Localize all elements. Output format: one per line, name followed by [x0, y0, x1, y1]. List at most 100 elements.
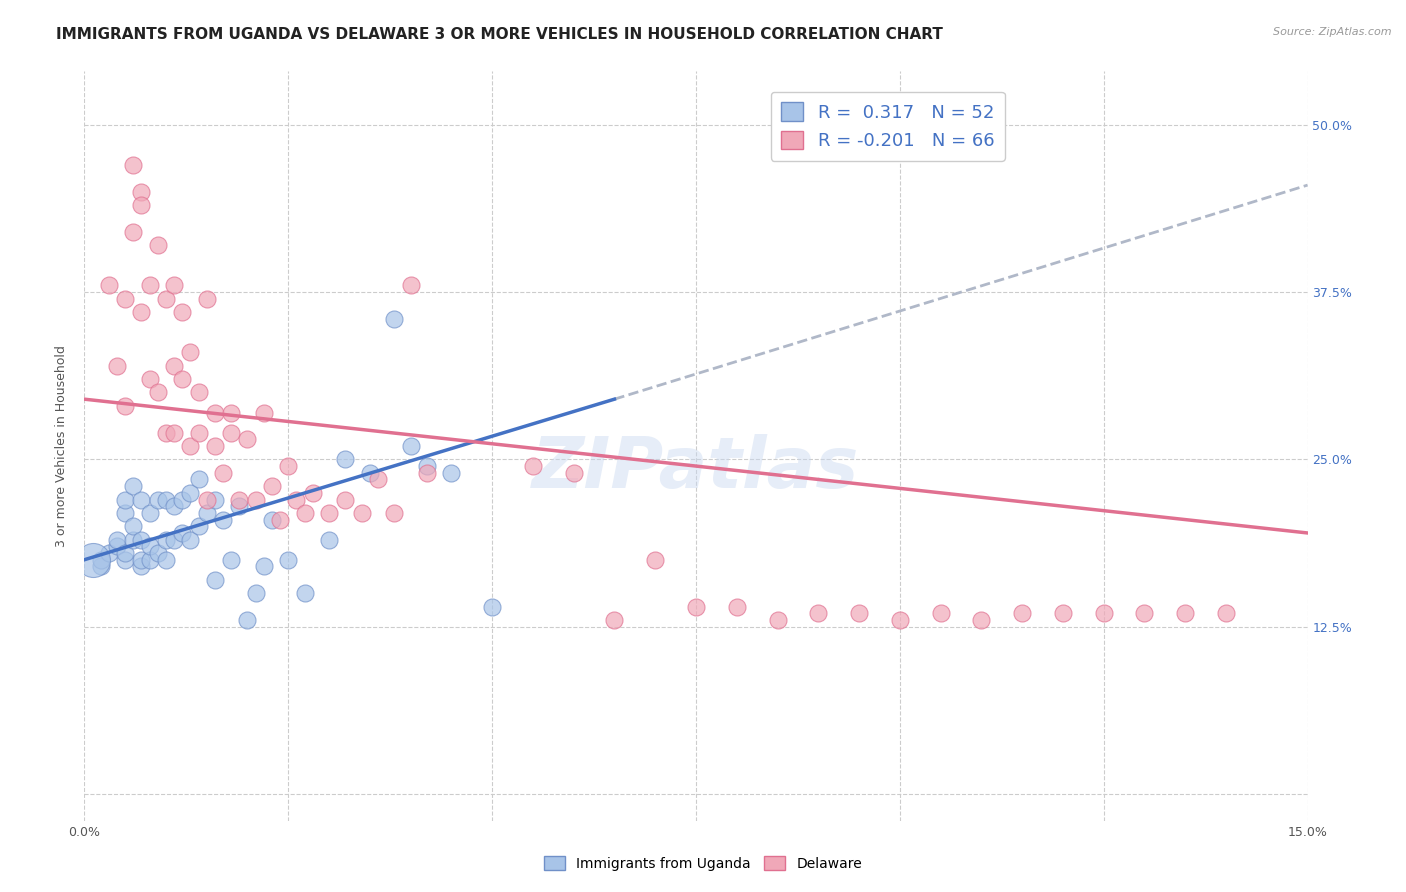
Point: [114, 546, 136, 560]
Point: [481, 599, 503, 614]
Point: [318, 533, 340, 547]
Point: [382, 506, 405, 520]
Point: [522, 459, 544, 474]
Point: [253, 406, 276, 420]
Point: [603, 613, 626, 627]
Point: [138, 278, 160, 293]
Point: [163, 425, 186, 440]
Point: [685, 599, 707, 614]
Point: [105, 533, 128, 547]
Point: [929, 607, 952, 621]
Point: [335, 452, 357, 467]
Y-axis label: 3 or more Vehicles in Household: 3 or more Vehicles in Household: [55, 345, 69, 547]
Point: [131, 492, 153, 507]
Point: [114, 399, 136, 413]
Point: [212, 466, 235, 480]
Point: [122, 519, 145, 533]
Point: [146, 492, 169, 507]
Point: [155, 553, 177, 567]
Point: [228, 500, 250, 514]
Point: [1092, 607, 1115, 621]
Point: [245, 492, 267, 507]
Point: [122, 158, 145, 172]
Point: [114, 292, 136, 306]
Point: [269, 512, 291, 526]
Point: [260, 512, 283, 526]
Point: [399, 278, 422, 293]
Point: [114, 492, 136, 507]
Point: [163, 278, 186, 293]
Point: [350, 506, 373, 520]
Point: [97, 546, 120, 560]
Point: [172, 526, 194, 541]
Point: [807, 607, 830, 621]
Point: [187, 473, 209, 487]
Point: [228, 492, 250, 507]
Point: [294, 506, 316, 520]
Text: Source: ZipAtlas.com: Source: ZipAtlas.com: [1274, 27, 1392, 37]
Point: [294, 586, 316, 600]
Point: [236, 433, 259, 447]
Point: [163, 533, 186, 547]
Point: [163, 359, 186, 373]
Point: [382, 312, 405, 326]
Point: [416, 466, 439, 480]
Point: [114, 506, 136, 520]
Text: IMMIGRANTS FROM UGANDA VS DELAWARE 3 OR MORE VEHICLES IN HOUSEHOLD CORRELATION C: IMMIGRANTS FROM UGANDA VS DELAWARE 3 OR …: [56, 27, 943, 42]
Point: [236, 613, 259, 627]
Point: [644, 553, 666, 567]
Point: [179, 533, 201, 547]
Point: [318, 506, 340, 520]
Point: [155, 492, 177, 507]
Point: [440, 466, 463, 480]
Point: [195, 492, 218, 507]
Point: [179, 485, 201, 500]
Point: [131, 185, 153, 199]
Point: [277, 459, 299, 474]
Point: [1174, 607, 1197, 621]
Point: [848, 607, 870, 621]
Point: [416, 459, 439, 474]
Point: [359, 466, 381, 480]
Point: [204, 406, 226, 420]
Point: [155, 425, 177, 440]
Point: [138, 506, 160, 520]
Point: [172, 305, 194, 319]
Point: [219, 553, 242, 567]
Point: [187, 425, 209, 440]
Point: [90, 559, 112, 574]
Point: [138, 372, 160, 386]
Point: [562, 466, 585, 480]
Point: [122, 533, 145, 547]
Point: [1052, 607, 1074, 621]
Point: [187, 385, 209, 400]
Text: ZIPatlas: ZIPatlas: [533, 434, 859, 503]
Point: [245, 586, 267, 600]
Point: [335, 492, 357, 507]
Point: [131, 553, 153, 567]
Point: [725, 599, 748, 614]
Point: [1133, 607, 1156, 621]
Point: [122, 479, 145, 493]
Point: [122, 225, 145, 239]
Point: [131, 559, 153, 574]
Point: [146, 546, 169, 560]
Point: [367, 473, 389, 487]
Point: [114, 553, 136, 567]
Point: [301, 485, 323, 500]
Point: [204, 573, 226, 587]
Point: [285, 492, 308, 507]
Point: [204, 492, 226, 507]
Point: [172, 372, 194, 386]
Point: [138, 553, 160, 567]
Point: [131, 198, 153, 212]
Point: [155, 292, 177, 306]
Point: [131, 533, 153, 547]
Point: [97, 278, 120, 293]
Point: [163, 500, 186, 514]
Point: [260, 479, 283, 493]
Point: [187, 519, 209, 533]
Point: [146, 238, 169, 252]
Point: [1011, 607, 1033, 621]
Point: [253, 559, 276, 574]
